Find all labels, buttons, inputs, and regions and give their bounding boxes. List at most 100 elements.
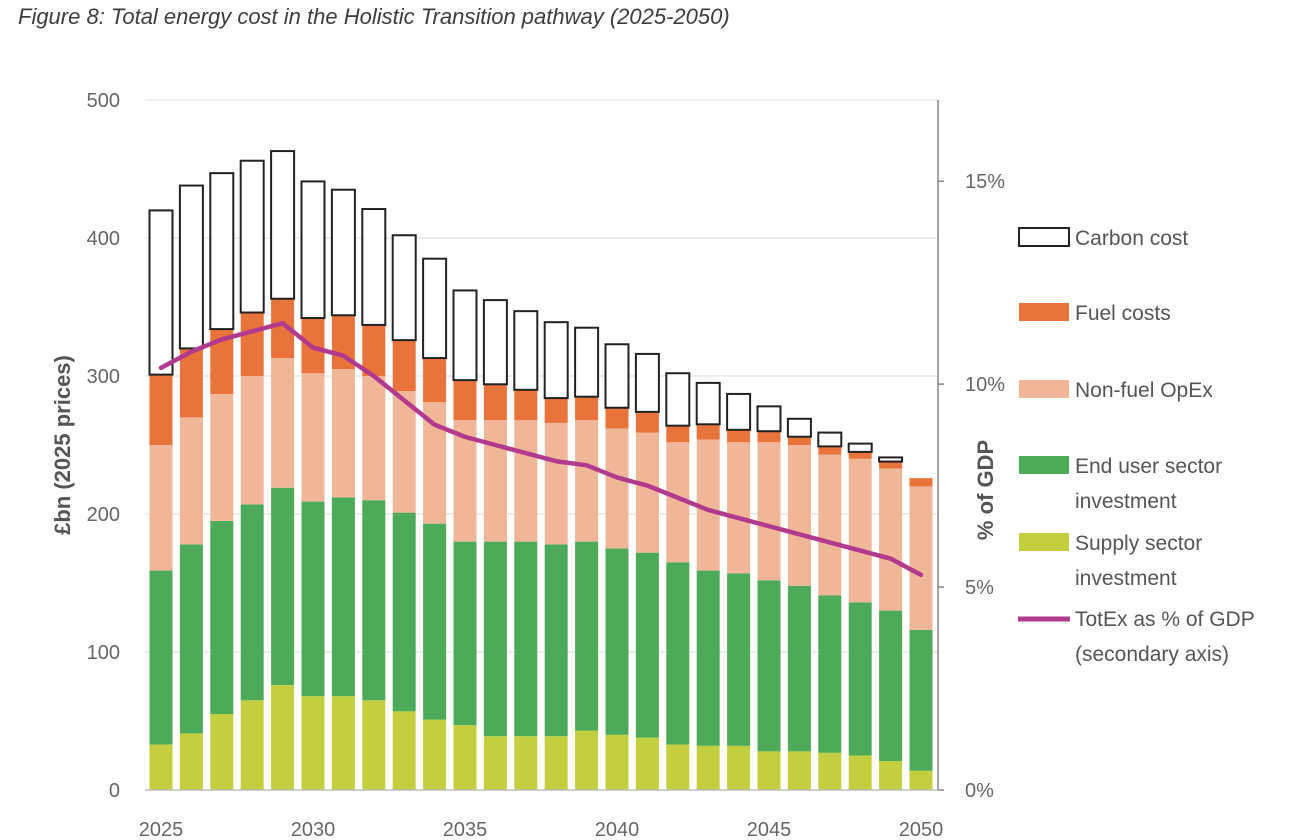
bar-segment xyxy=(575,730,599,790)
bar-segment xyxy=(179,733,203,790)
bar-segment xyxy=(210,393,234,521)
bar-segment xyxy=(575,420,599,542)
bar-segment xyxy=(575,541,599,731)
bar-segment xyxy=(757,580,781,752)
y2-axis-title: % of GDP xyxy=(973,440,998,540)
legend-label: investment xyxy=(1075,490,1177,513)
bar-segment xyxy=(240,504,264,701)
bar-segment xyxy=(848,451,872,459)
bar-segment xyxy=(727,573,751,746)
bar-segment xyxy=(392,512,416,712)
bar-segment xyxy=(149,744,173,790)
bar-segment xyxy=(453,541,477,726)
bar-segment xyxy=(605,548,629,735)
bar-segment xyxy=(300,180,326,320)
y-tick-label: 200 xyxy=(87,504,120,526)
y-tick-label: 400 xyxy=(87,228,120,250)
bar-segment xyxy=(787,585,811,752)
figure-caption: Figure 8: Total energy cost in the Holis… xyxy=(18,4,730,29)
gdp-line xyxy=(158,320,924,578)
x-tick-label: 2025 xyxy=(139,819,184,840)
bar-segment xyxy=(544,736,568,790)
bar-segment xyxy=(240,312,264,376)
bar-segment xyxy=(453,725,477,790)
bar-segment xyxy=(696,439,720,571)
bar-segment xyxy=(878,456,904,463)
bar-segment xyxy=(210,329,234,394)
bar-segment xyxy=(392,340,416,392)
x-tick-label: 2035 xyxy=(443,819,488,840)
axes: 0 100 200 300 400 500 2025 2030 2035 2040 2045 2050… xyxy=(50,90,1005,840)
totex-gdp-line xyxy=(158,320,924,578)
bar-segment xyxy=(423,358,447,403)
legend-label: (secondary axis) xyxy=(1075,643,1229,666)
y2-tick-label: 10% xyxy=(965,374,1005,396)
bar-segment xyxy=(240,376,264,505)
x-tick-label: 2040 xyxy=(595,819,640,840)
bar-segment xyxy=(605,428,629,549)
bar-segment xyxy=(909,770,933,790)
bar-segment xyxy=(574,326,600,398)
bar-segment xyxy=(271,685,295,790)
bar-segment xyxy=(483,420,507,542)
x-tick-label: 2050 xyxy=(899,819,944,840)
bar-segment xyxy=(513,310,539,391)
bar-segment xyxy=(423,402,447,524)
bar-segment xyxy=(149,570,173,745)
bar-segment xyxy=(726,392,752,431)
bar-segment xyxy=(757,751,781,790)
bar-segment xyxy=(271,487,295,686)
legend-label: Carbon cost xyxy=(1075,227,1188,250)
bar-segment xyxy=(787,751,811,790)
legend-label: Fuel costs xyxy=(1075,302,1171,325)
legend-label: Non-fuel OpEx xyxy=(1075,379,1213,402)
bar-segment xyxy=(635,552,659,738)
bar-segment xyxy=(331,696,355,790)
bar-segment xyxy=(787,445,811,586)
bar-segment xyxy=(757,442,781,581)
y2-tick-label: 5% xyxy=(965,577,994,599)
legend-swatch-enduser xyxy=(1019,456,1069,474)
bar-segment xyxy=(271,298,295,359)
bar-segment xyxy=(301,373,325,502)
bar-segment xyxy=(696,424,720,440)
bar-segment xyxy=(453,380,477,421)
bar-segment xyxy=(879,610,903,762)
bar-segment xyxy=(362,700,386,790)
bar-segment xyxy=(605,734,629,790)
bar-segment xyxy=(666,562,690,745)
bar-segment xyxy=(179,348,203,418)
bar-segment xyxy=(392,391,416,513)
bar-segment xyxy=(635,432,659,553)
bar-segment xyxy=(514,420,538,542)
bar-segment xyxy=(847,442,873,453)
bar-segment xyxy=(483,384,507,421)
bar-segment xyxy=(665,372,691,427)
bar-segment xyxy=(271,358,295,488)
bar-segment xyxy=(817,431,843,448)
bar-segment xyxy=(666,442,690,563)
bar-segment xyxy=(423,523,447,720)
bar-segment xyxy=(727,442,751,574)
bar-segment xyxy=(179,544,203,734)
bar-segment xyxy=(666,744,690,790)
legend-label: TotEx as % of GDP xyxy=(1075,608,1255,631)
bar-stacks xyxy=(148,150,933,790)
bar-segment xyxy=(604,343,630,409)
bar-segment xyxy=(331,369,355,498)
bar-segment xyxy=(635,411,659,433)
bar-segment xyxy=(210,520,234,715)
bar-segment xyxy=(149,374,173,445)
bar-segment xyxy=(544,544,568,737)
bar-segment xyxy=(605,407,629,429)
x-tick-label: 2030 xyxy=(291,819,336,840)
bar-segment xyxy=(848,458,872,603)
bar-segment xyxy=(909,478,933,487)
bar-segment xyxy=(514,736,538,790)
x-tick-label: 2045 xyxy=(747,819,792,840)
bar-segment xyxy=(270,150,296,300)
bar-segment xyxy=(818,752,842,790)
bar-segment xyxy=(695,381,721,426)
bar-segment xyxy=(392,711,416,790)
